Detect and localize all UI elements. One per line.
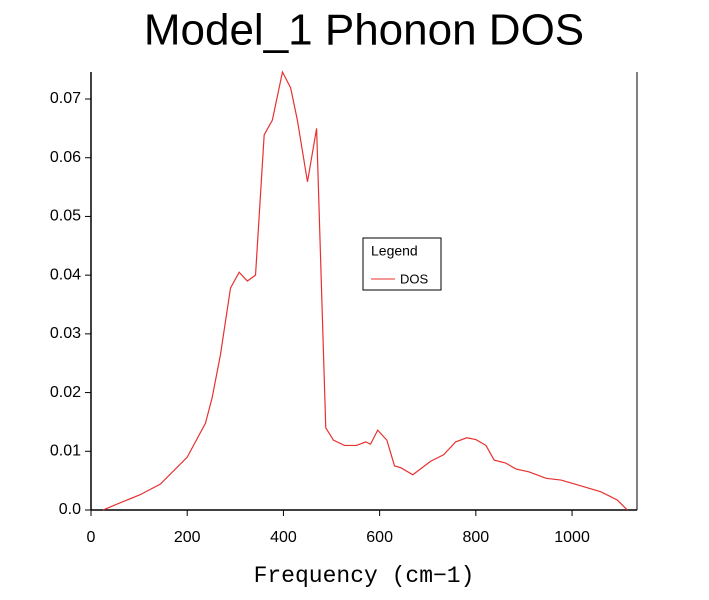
y-tick-label: 0.06 — [50, 149, 81, 166]
x-axis-label: Frequency (cm−1) — [254, 563, 475, 589]
legend-box — [362, 237, 442, 291]
y-tick-label: 0.0 — [59, 501, 81, 518]
x-tick-label: 400 — [270, 529, 297, 546]
chart-title: Model_1 Phonon DOS — [144, 6, 584, 55]
y-tick-label: 0.04 — [50, 266, 81, 283]
x-tick-label: 600 — [366, 529, 393, 546]
x-tick-label: 200 — [174, 529, 201, 546]
x-tick-label: 1000 — [554, 529, 590, 546]
legend-title: Legend — [371, 243, 418, 259]
legend-label: DOS — [400, 271, 429, 286]
data-line — [102, 70, 628, 511]
x-tick-label: 0 — [87, 529, 96, 546]
y-tick-label: 0.05 — [50, 208, 81, 225]
y-tick-label: 0.07 — [50, 90, 81, 107]
y-tick-label: 0.01 — [50, 443, 81, 460]
x-tick-label: 800 — [462, 529, 489, 546]
y-tick-label: 0.02 — [50, 384, 81, 401]
y-tick-label: 0.03 — [50, 325, 81, 342]
